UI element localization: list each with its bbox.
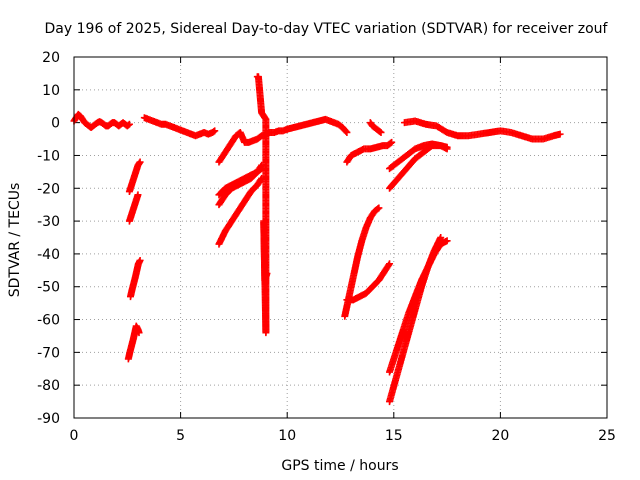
y-tick-label: -50 (37, 280, 60, 296)
y-tick-label: -90 (37, 411, 60, 427)
series-tracks-15-17h-b (386, 140, 451, 173)
series-tracks-7-9h-a (215, 174, 266, 248)
series-tracks-7-9h-c (215, 165, 266, 199)
series-baseline-13-15h (343, 138, 396, 166)
y-tick-label: 10 (42, 83, 60, 99)
data-points (70, 73, 564, 406)
data-point (387, 139, 395, 147)
data-point (136, 256, 144, 264)
x-tick-label: 20 (491, 428, 509, 444)
ticks: 0 5 10 15 20 25 20 10 0 -10 -20 -30 -40 -50 -60 -70 -80 -… (37, 50, 616, 444)
series-drop-12-8-14h-b (343, 260, 394, 304)
data-point (135, 329, 143, 337)
series-dip-13-14h (366, 119, 385, 136)
y-tick-label: -40 (37, 247, 60, 263)
data-point (443, 145, 451, 153)
data-point (437, 234, 445, 241)
series-hump-10-12h (283, 115, 351, 136)
data-point (376, 128, 384, 136)
data-point (134, 191, 142, 199)
series-drop-2-8h (126, 256, 144, 301)
x-tick-label: 10 (278, 428, 296, 444)
data-point (386, 260, 394, 268)
x-axis-label: GPS time / hours (281, 458, 398, 474)
data-point (375, 204, 383, 212)
x-tick-label: 25 (598, 428, 616, 444)
series-drop-3-1h (125, 158, 144, 196)
y-tick-label: -60 (37, 313, 60, 329)
series-baseline-3-6h (140, 114, 219, 140)
series-baseline-15-5-23h (400, 117, 564, 143)
series-isolated-8-6h (253, 73, 271, 337)
chart-title: Day 196 of 2025, Sidereal Day-to-day VTE… (45, 21, 609, 37)
series-drop-2-5h (124, 322, 143, 363)
data-point (385, 261, 393, 269)
y-tick-label: 0 (51, 116, 60, 132)
data-point (556, 130, 564, 138)
series-drop-12-8-14h-a (341, 204, 383, 320)
data-point (124, 121, 132, 129)
grid (74, 57, 607, 418)
x-tick-label: 0 (70, 428, 79, 444)
data-point (210, 128, 218, 136)
data-point (377, 128, 385, 136)
y-tick-label: -80 (37, 378, 60, 394)
y-tick-label: -70 (37, 345, 60, 361)
y-tick-label: -10 (37, 148, 60, 164)
x-tick-label: 5 (176, 428, 185, 444)
y-tick-label: 20 (42, 50, 60, 66)
data-point (374, 205, 382, 213)
y-axis-label: SDTVAR / TECUs (7, 183, 23, 298)
data-point (443, 237, 451, 245)
data-point (263, 270, 271, 278)
series-drop-3h (125, 191, 142, 225)
data-point (125, 120, 133, 128)
data-point (211, 127, 219, 135)
data-point (388, 138, 396, 146)
x-tick-label: 15 (385, 428, 403, 444)
y-tick-label: -30 (37, 214, 60, 230)
series-drop-15-17h-b (386, 237, 451, 376)
plot-frame (73, 56, 608, 419)
data-point (343, 128, 351, 136)
data-point (136, 158, 144, 166)
y-tick-label: -20 (37, 181, 60, 197)
data-point (342, 127, 350, 135)
